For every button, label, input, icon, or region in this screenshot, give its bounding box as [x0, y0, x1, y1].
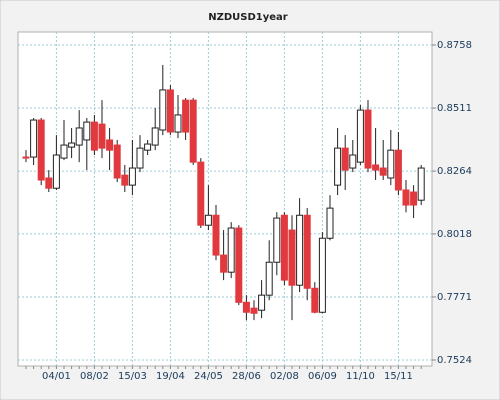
- candle-body: [341, 147, 349, 171]
- candle-body: [83, 121, 91, 141]
- candle-body: [68, 142, 76, 148]
- candle-body: [356, 109, 364, 163]
- candle-body: [311, 287, 319, 313]
- candle-body: [22, 156, 30, 159]
- x-tick-label: 11/10: [346, 371, 375, 382]
- candle-body: [52, 154, 60, 189]
- candle-body: [379, 167, 387, 176]
- y-tick-label: 0.7524: [437, 355, 472, 366]
- candle-body: [296, 214, 304, 286]
- candle-body: [136, 147, 144, 169]
- candle-body: [372, 164, 380, 171]
- y-tick-label: 0.8511: [437, 103, 472, 114]
- candle-body: [303, 214, 311, 289]
- candle-body: [394, 149, 402, 191]
- candle-body: [128, 167, 136, 186]
- candle-body: [60, 144, 68, 159]
- candle-body: [45, 177, 53, 189]
- candle-body: [144, 143, 152, 151]
- x-tick-label: 04/01: [42, 371, 71, 382]
- candle-body: [273, 217, 281, 263]
- y-tick-label: 0.8758: [437, 40, 472, 51]
- candle-body: [349, 154, 357, 169]
- candle-body: [220, 254, 228, 273]
- candle-body: [235, 227, 243, 303]
- candle-body: [227, 227, 235, 273]
- candle-body: [121, 174, 129, 186]
- candle-body: [174, 114, 182, 133]
- candle-body: [204, 214, 212, 226]
- plot-area: [17, 31, 433, 367]
- candle-body: [182, 99, 190, 133]
- x-tick-label: 08/02: [80, 371, 109, 382]
- chart-title: NZDUSD1year: [208, 12, 288, 23]
- candle-body: [417, 167, 425, 201]
- x-tick-label: 06/09: [308, 371, 337, 382]
- candle-body: [250, 307, 258, 314]
- candle-body: [410, 191, 418, 206]
- candle-body: [288, 229, 296, 286]
- x-tick-label: 28/06: [232, 371, 261, 382]
- candle-body: [166, 89, 174, 133]
- candle-body: [75, 127, 83, 146]
- candle-body: [280, 214, 288, 281]
- candle-body: [258, 294, 266, 311]
- candle-body: [37, 119, 45, 181]
- x-tick-label: 15/11: [384, 371, 413, 382]
- candle-body: [90, 121, 98, 151]
- candle-body: [242, 301, 250, 313]
- candle-body: [30, 119, 38, 158]
- candle-body: [265, 261, 273, 296]
- y-tick-label: 0.7771: [437, 292, 472, 303]
- y-tick-label: 0.8018: [437, 229, 472, 240]
- candle-body: [318, 237, 326, 313]
- x-tick-label: 24/05: [194, 371, 223, 382]
- candle-body: [113, 144, 121, 179]
- candle-body: [98, 123, 106, 149]
- x-tick-label: 19/04: [156, 371, 185, 382]
- x-tick-label: 15/03: [118, 371, 147, 382]
- candle-body: [364, 109, 372, 169]
- candle-body: [212, 214, 220, 256]
- candle-body: [159, 89, 167, 131]
- candle-body: [197, 161, 205, 226]
- candle-body: [326, 207, 334, 239]
- x-tick-label: 02/08: [270, 371, 299, 382]
- candle-body: [151, 127, 159, 146]
- y-tick-label: 0.8264: [437, 166, 472, 177]
- candle-body: [189, 99, 197, 163]
- candle-body: [106, 139, 114, 151]
- candle-body: [402, 189, 410, 206]
- candle-body: [334, 147, 342, 186]
- candle-body: [387, 149, 395, 179]
